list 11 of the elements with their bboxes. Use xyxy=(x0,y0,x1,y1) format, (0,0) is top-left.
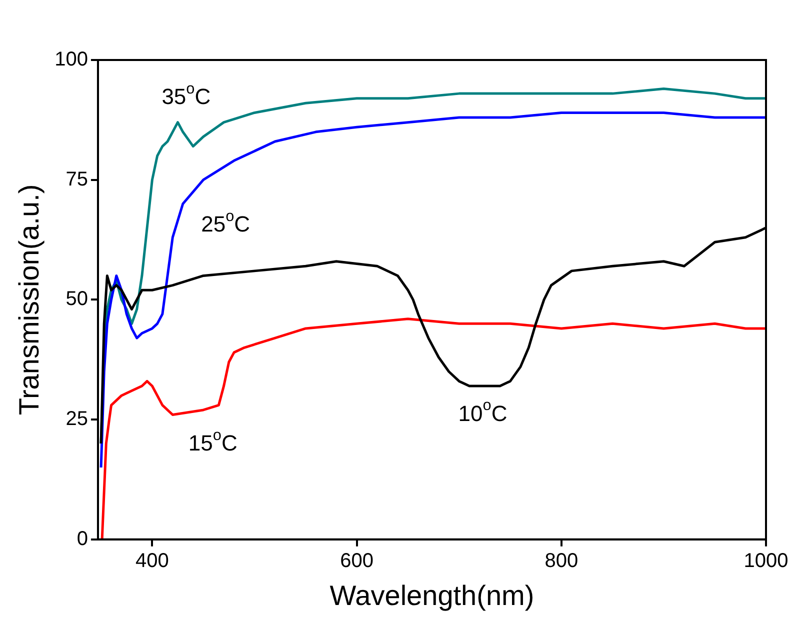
y-tick-label: 50 xyxy=(66,288,88,310)
y-tick-label: 100 xyxy=(54,48,88,71)
x-tick-label: 1000 xyxy=(744,550,788,572)
y-tick-label: 75 xyxy=(66,168,88,190)
x-tick-label: 800 xyxy=(544,550,578,572)
x-tick-label: 600 xyxy=(340,550,374,572)
x-axis-title: Wavelength(nm) xyxy=(330,580,534,611)
y-tick-label: 0 xyxy=(76,528,88,550)
y-tick-label: 25 xyxy=(66,408,88,430)
y-axis-title: Transmission(a.u.) xyxy=(14,184,45,416)
x-tick-label: 400 xyxy=(136,550,169,572)
